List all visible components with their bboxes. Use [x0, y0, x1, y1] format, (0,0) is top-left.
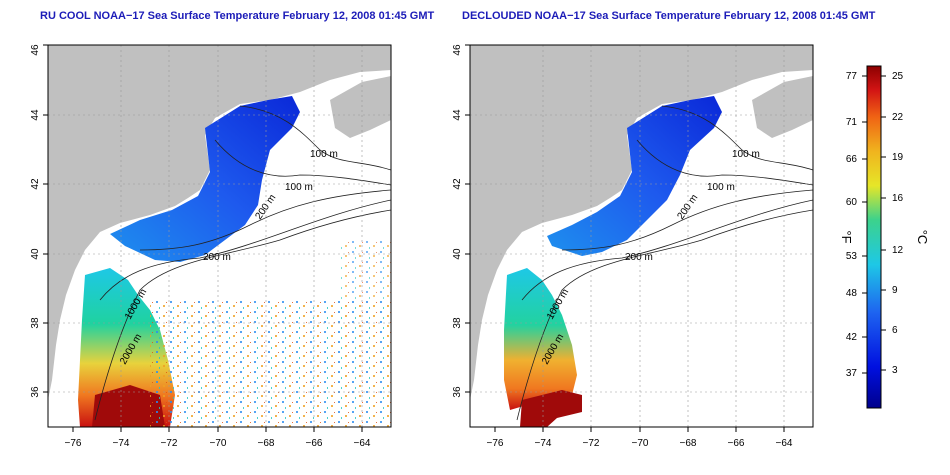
celsius-tick: 16 [892, 193, 904, 204]
lon-tick: −66 [306, 438, 323, 449]
lon-tick: −64 [776, 438, 793, 449]
fahrenheit-tick: 37 [846, 368, 858, 379]
lat-tick: 44 [30, 109, 41, 121]
lat-tick: 46 [452, 44, 463, 56]
sst-gulf-stream [92, 385, 165, 427]
right-sst-map: 100 m 100 m 200 m 200 m 1000 m 2000 m −7… [452, 44, 814, 449]
lat-tick: 42 [452, 178, 463, 190]
lon-tick: −76 [65, 438, 82, 449]
fahrenheit-tick: 48 [846, 288, 858, 299]
fahrenheit-label: °F [839, 230, 854, 243]
left-sst-map: 100 m 100 m 200 m 200 m 1000 m 2000 m −7… [30, 44, 392, 449]
lat-tick: 44 [452, 109, 463, 121]
fahrenheit-tick: 71 [846, 117, 858, 128]
fahrenheit-tick: 60 [846, 197, 858, 208]
land-nova-scotia [330, 76, 391, 138]
celsius-tick: 25 [892, 71, 904, 82]
contour-label-200m-b: 200 m [203, 252, 231, 263]
contour-label-100m-b: 100 m [707, 182, 735, 193]
lon-tick: −72 [161, 438, 178, 449]
colorbar-gradient [866, 65, 882, 409]
lat-tick: 36 [452, 386, 463, 398]
contour-label-200m-b: 200 m [625, 252, 653, 263]
lon-tick: −68 [680, 438, 697, 449]
celsius-tick: 3 [892, 365, 898, 376]
lat-tick: 38 [452, 317, 463, 329]
lat-tick: 42 [30, 178, 41, 190]
celsius-tick: 22 [892, 112, 904, 123]
sst-gulf-stream [520, 390, 582, 427]
lat-tick: 46 [30, 44, 41, 56]
lon-tick: −76 [487, 438, 504, 449]
contour-label-100m-a: 100 m [310, 149, 338, 160]
fahrenheit-tick: 77 [846, 71, 858, 82]
right-panel-title: DECLOUDED NOAA−17 Sea Surface Temperatur… [462, 10, 876, 22]
land-nova-scotia [752, 76, 813, 138]
fahrenheit-tick: 66 [846, 154, 858, 165]
lon-tick: −74 [535, 438, 552, 449]
lat-tick: 40 [452, 248, 463, 260]
lon-tick: −64 [354, 438, 371, 449]
fahrenheit-tick: 53 [846, 251, 858, 262]
contour-label-100m-a: 100 m [732, 149, 760, 160]
lon-tick: −68 [258, 438, 275, 449]
temperature-colorbar: 77 71 66 60 53 48 42 37 25 22 19 16 12 9… [839, 65, 930, 409]
sst-cold-north [110, 96, 300, 262]
lon-tick: −74 [113, 438, 130, 449]
celsius-tick: 12 [892, 245, 904, 256]
lat-tick: 38 [30, 317, 41, 329]
left-panel-title: RU COOL NOAA−17 Sea Surface Temperature … [40, 10, 435, 22]
celsius-tick: 9 [892, 285, 898, 296]
celsius-tick: 6 [892, 325, 898, 336]
fahrenheit-tick: 42 [846, 332, 858, 343]
land-north [470, 45, 813, 400]
lon-tick: −70 [632, 438, 649, 449]
lon-tick: −72 [583, 438, 600, 449]
celsius-tick: 19 [892, 152, 904, 163]
lon-tick: −66 [728, 438, 745, 449]
lon-tick: −70 [210, 438, 227, 449]
lat-tick: 36 [30, 386, 41, 398]
lat-tick: 40 [30, 248, 41, 260]
contour-label-100m-b: 100 m [285, 182, 313, 193]
land-north [48, 45, 391, 400]
sst-warm-south [504, 268, 577, 410]
celsius-label: °C [915, 230, 930, 245]
